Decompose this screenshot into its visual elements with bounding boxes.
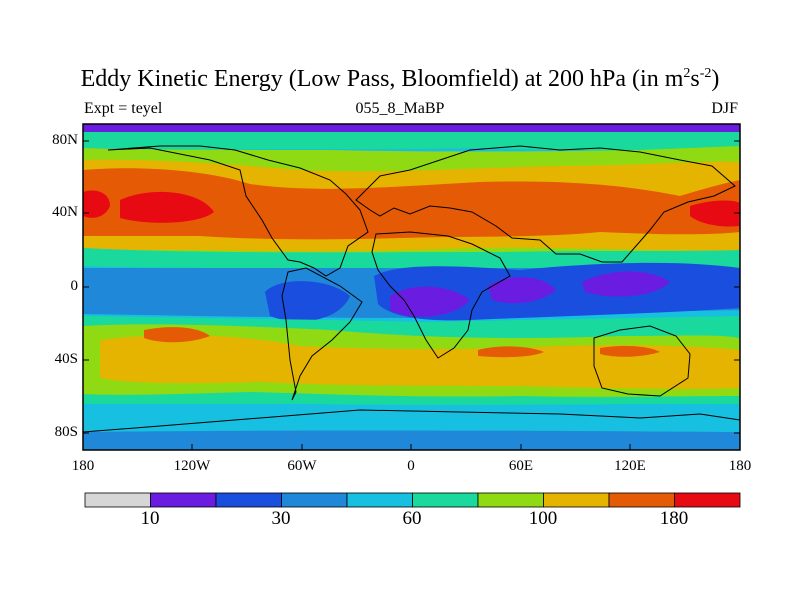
max-pacific	[120, 191, 214, 223]
plot-title: Eddy Kinetic Energy (Low Pass, Bloomfiel…	[80, 66, 720, 92]
colorbar-label-60: 60	[402, 508, 422, 529]
band-south-yellow	[100, 335, 740, 389]
band-pole-north	[83, 124, 740, 132]
band-pole-south	[83, 430, 740, 450]
colorbar-box-9	[674, 492, 741, 508]
max-south-1	[144, 327, 210, 343]
x-tick-180e: 180	[728, 458, 752, 474]
coastlines	[82, 145, 741, 433]
max-west-edge	[83, 190, 110, 218]
y-tick-80n: 80N	[52, 132, 78, 148]
colorbar-label-180: 180	[659, 508, 689, 529]
band-north-orange	[83, 168, 740, 240]
colorbar-box-1	[150, 492, 217, 508]
y-tick-40s: 40S	[54, 351, 78, 367]
colorbar-label-100: 100	[528, 508, 558, 529]
colorbar-label-10: 10	[140, 508, 160, 529]
band-east-pacific	[83, 280, 175, 302]
min-indian	[488, 277, 556, 304]
subtitle-center: 055_8_MaBP	[355, 100, 445, 117]
colorbar	[84, 492, 741, 508]
antarctica-outline	[82, 409, 741, 433]
x-tick-60e: 60E	[508, 458, 534, 474]
x-tick-60w: 60W	[287, 458, 317, 474]
max-south-3	[600, 345, 660, 357]
north-america-outline	[107, 145, 369, 277]
colorbar-box-6	[477, 492, 544, 508]
south-america-outline	[281, 267, 363, 401]
colorbar-label-30: 30	[271, 508, 291, 529]
x-tick-120e: 120E	[614, 458, 646, 474]
x-tick-120w: 120W	[173, 458, 211, 474]
min-south-america	[265, 281, 350, 322]
australia-outline	[593, 325, 691, 397]
band-subtrop-teal	[83, 248, 740, 269]
y-tick-80s: 80S	[54, 424, 78, 440]
band-arctic	[83, 132, 740, 151]
colorbar-box-3	[281, 492, 348, 508]
subtitle-right: DJF	[711, 100, 738, 117]
contour-field	[83, 124, 740, 450]
africa-outline	[371, 231, 511, 359]
eurasia-outline	[355, 145, 736, 263]
colorbar-box-7	[543, 492, 610, 508]
colorbar-box-8	[608, 492, 675, 508]
subtitle-left: Expt = teyel	[84, 100, 163, 117]
x-tick-marks	[82, 444, 741, 450]
x-tick-0: 0	[407, 458, 415, 474]
min-pacific-west	[582, 271, 670, 297]
x-tick-180w: 180	[71, 458, 95, 474]
colorbar-box-0	[84, 492, 151, 508]
colorbar-box-4	[346, 492, 413, 508]
y-tick-40n: 40N	[52, 204, 78, 220]
y-tick-0: 0	[70, 278, 79, 294]
colorbar-box-2	[215, 492, 282, 508]
y-tick-marks	[83, 140, 740, 434]
colorbar-box-5	[412, 492, 479, 508]
max-south-2	[478, 346, 544, 358]
max-east-edge	[690, 200, 740, 227]
